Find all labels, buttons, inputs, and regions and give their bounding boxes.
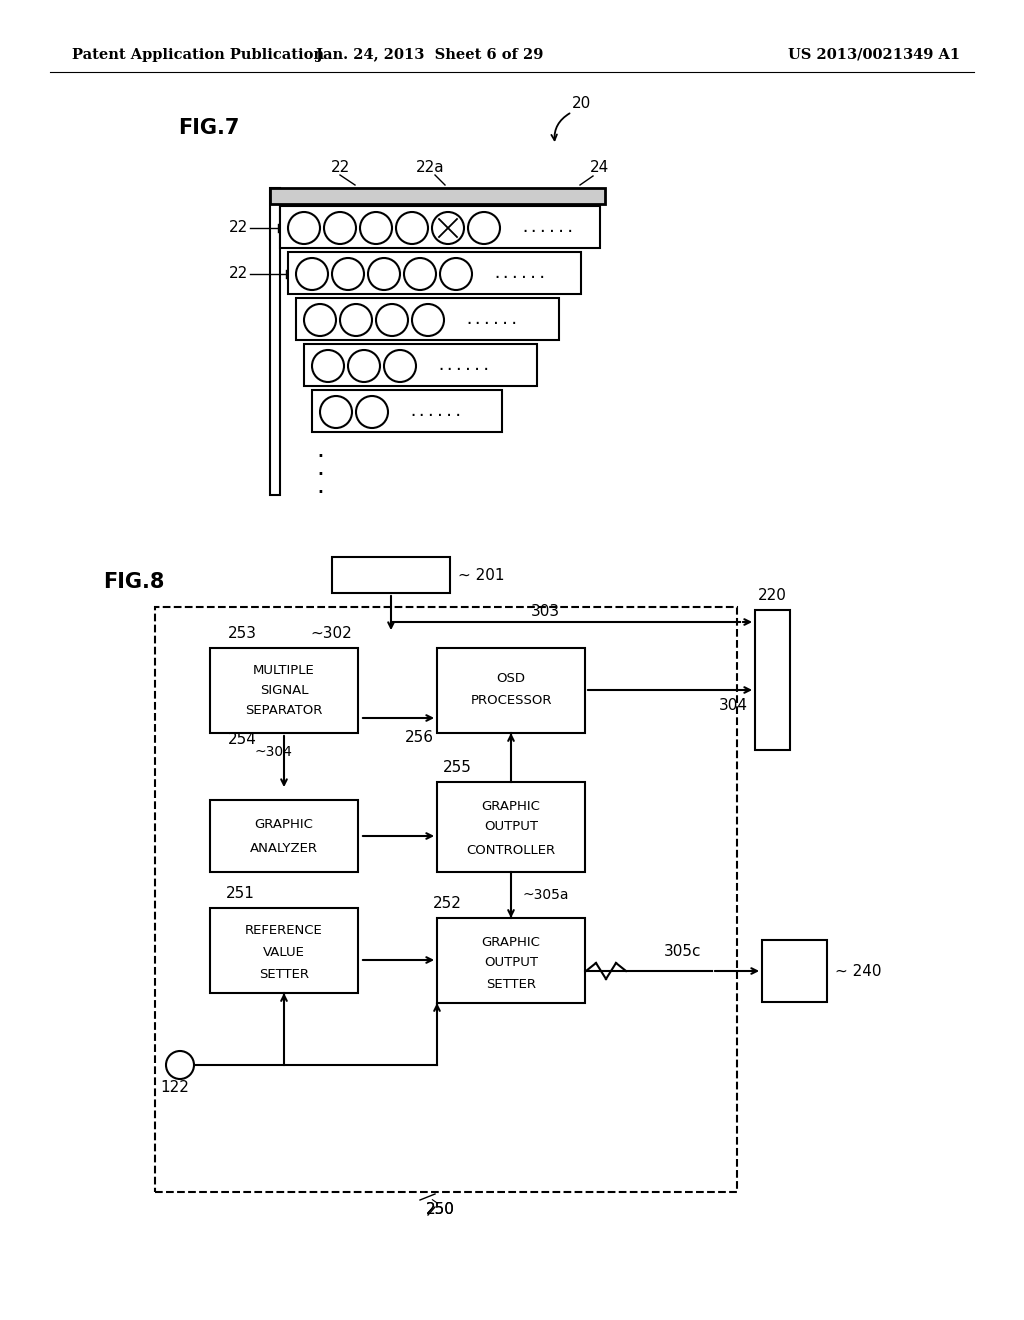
Bar	[210, 800, 358, 873]
Text: 220: 220	[758, 589, 786, 603]
Bar	[437, 648, 585, 733]
Bar	[270, 187, 605, 205]
Text: GRAPHIC: GRAPHIC	[481, 800, 541, 813]
Text: OUTPUT: OUTPUT	[484, 821, 538, 833]
Bar	[280, 206, 600, 248]
Text: PROCESSOR: PROCESSOR	[470, 693, 552, 706]
Circle shape	[319, 396, 352, 428]
Text: VALUE: VALUE	[263, 945, 305, 958]
Circle shape	[288, 213, 319, 244]
Text: SEPARATOR: SEPARATOR	[246, 704, 323, 717]
Text: ~302: ~302	[310, 627, 352, 642]
Circle shape	[384, 350, 416, 381]
Text: ......: ......	[464, 313, 519, 327]
Text: OSD: OSD	[497, 672, 525, 685]
Text: US 2013/0021349 A1: US 2013/0021349 A1	[787, 48, 961, 62]
Circle shape	[304, 304, 336, 337]
Bar	[304, 345, 537, 385]
Circle shape	[312, 350, 344, 381]
Bar	[288, 252, 581, 294]
Text: ~ 201: ~ 201	[458, 568, 505, 582]
Text: GRAPHIC: GRAPHIC	[481, 936, 541, 949]
Circle shape	[468, 213, 500, 244]
Bar	[332, 557, 450, 593]
Text: CONTROLLER: CONTROLLER	[467, 843, 556, 857]
Bar	[210, 908, 358, 993]
Circle shape	[340, 304, 372, 337]
Circle shape	[360, 213, 392, 244]
Text: 255: 255	[442, 760, 471, 776]
Circle shape	[404, 257, 436, 290]
Text: Patent Application Publication: Patent Application Publication	[72, 48, 324, 62]
Text: FIG.8: FIG.8	[103, 572, 165, 591]
Bar	[210, 648, 358, 733]
Text: FIG.7: FIG.7	[178, 117, 240, 139]
Text: ~ 240: ~ 240	[835, 964, 882, 978]
Text: OUTPUT: OUTPUT	[484, 957, 538, 969]
Text: 252: 252	[432, 896, 462, 912]
Circle shape	[432, 213, 464, 244]
Text: 22a: 22a	[416, 161, 444, 176]
Text: 254: 254	[228, 733, 257, 747]
Circle shape	[440, 257, 472, 290]
Text: 253: 253	[228, 627, 257, 642]
Text: 304: 304	[719, 698, 748, 714]
Bar	[437, 917, 585, 1003]
Circle shape	[376, 304, 408, 337]
Text: 22: 22	[228, 267, 248, 281]
Text: ~305a: ~305a	[522, 888, 568, 902]
Text: ......: ......	[520, 220, 574, 235]
Text: 24: 24	[590, 161, 609, 176]
Text: 250: 250	[426, 1203, 455, 1217]
Text: 305c: 305c	[665, 945, 701, 960]
Text: .: .	[316, 438, 324, 462]
Text: ......: ......	[408, 404, 463, 420]
Circle shape	[332, 257, 364, 290]
Circle shape	[356, 396, 388, 428]
Text: SIGNAL: SIGNAL	[260, 684, 308, 697]
Circle shape	[348, 350, 380, 381]
Circle shape	[296, 257, 328, 290]
Text: ......: ......	[492, 267, 547, 281]
Text: 303: 303	[530, 605, 559, 619]
Text: 122: 122	[161, 1080, 189, 1094]
Text: Jan. 24, 2013  Sheet 6 of 29: Jan. 24, 2013 Sheet 6 of 29	[316, 48, 544, 62]
Text: SETTER: SETTER	[259, 968, 309, 981]
Text: .: .	[316, 474, 324, 498]
Circle shape	[324, 213, 356, 244]
Text: 250: 250	[426, 1203, 455, 1217]
Text: ANALYZER: ANALYZER	[250, 842, 318, 854]
Bar	[155, 607, 737, 1192]
Bar	[296, 298, 559, 341]
Text: 251: 251	[225, 887, 254, 902]
Text: GRAPHIC: GRAPHIC	[255, 817, 313, 830]
Circle shape	[412, 304, 444, 337]
Circle shape	[396, 213, 428, 244]
Text: 256: 256	[406, 730, 434, 746]
Bar	[762, 940, 827, 1002]
Text: MULTIPLE: MULTIPLE	[253, 664, 314, 676]
Text: .: .	[316, 455, 324, 480]
Text: 20: 20	[572, 95, 591, 111]
Text: SETTER: SETTER	[486, 978, 536, 990]
Bar	[437, 781, 585, 873]
Text: REFERENCE: REFERENCE	[245, 924, 323, 936]
Text: 22: 22	[228, 220, 248, 235]
Circle shape	[368, 257, 400, 290]
Text: ~304: ~304	[255, 744, 293, 759]
Text: ......: ......	[436, 359, 490, 374]
Bar	[270, 187, 280, 495]
Circle shape	[166, 1051, 194, 1078]
Bar	[312, 389, 502, 432]
Text: 22: 22	[331, 161, 349, 176]
Bar	[755, 610, 790, 750]
